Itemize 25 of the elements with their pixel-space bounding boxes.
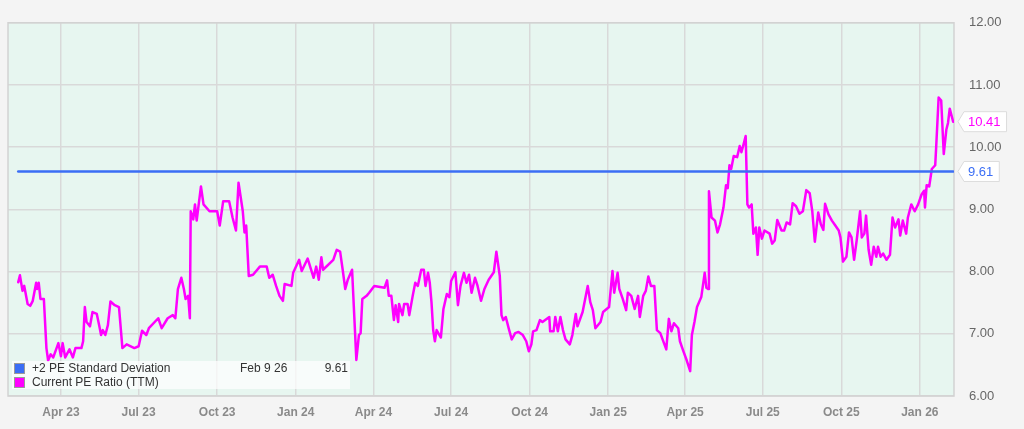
y-tick-label: 7.00 [969,325,995,341]
x-tick-label: Apr 23 [42,404,80,419]
y-tick-label: 9.00 [969,200,995,216]
legend-label: +2 PE Standard Deviation [32,361,172,375]
x-tick-label: Oct 24 [511,404,549,419]
y-tick-label: 8.00 [969,263,995,279]
x-tick-label: Jan 25 [589,404,628,419]
x-tick-label: Jul 24 [434,404,469,419]
annotation: 9.61 [968,164,994,180]
y-tick-label: 12.00 [969,14,1002,30]
x-tick-label: Apr 25 [666,404,705,419]
x-tick-label: Oct 23 [198,404,236,419]
x-tick-label: Apr 24 [354,404,393,419]
annotation: 10.41 [968,114,1001,130]
x-tick-label: Jan 26 [901,404,939,419]
annotation: 9.61 [323,361,348,375]
x-tick-label: Jan 24 [277,404,315,419]
y-tick-label: 10.00 [969,138,1002,154]
x-tick-label: Jul 23 [121,404,156,419]
y-tick-label: 11.00 [969,76,1001,92]
x-tick-label: Oct 25 [822,404,860,419]
x-tick-label: Jul 25 [745,404,781,419]
y-tick-label: 6.00 [969,387,995,403]
annotation: Feb 9 26 [240,361,289,375]
legend-label: Current PE Ratio (TTM) [32,375,160,389]
